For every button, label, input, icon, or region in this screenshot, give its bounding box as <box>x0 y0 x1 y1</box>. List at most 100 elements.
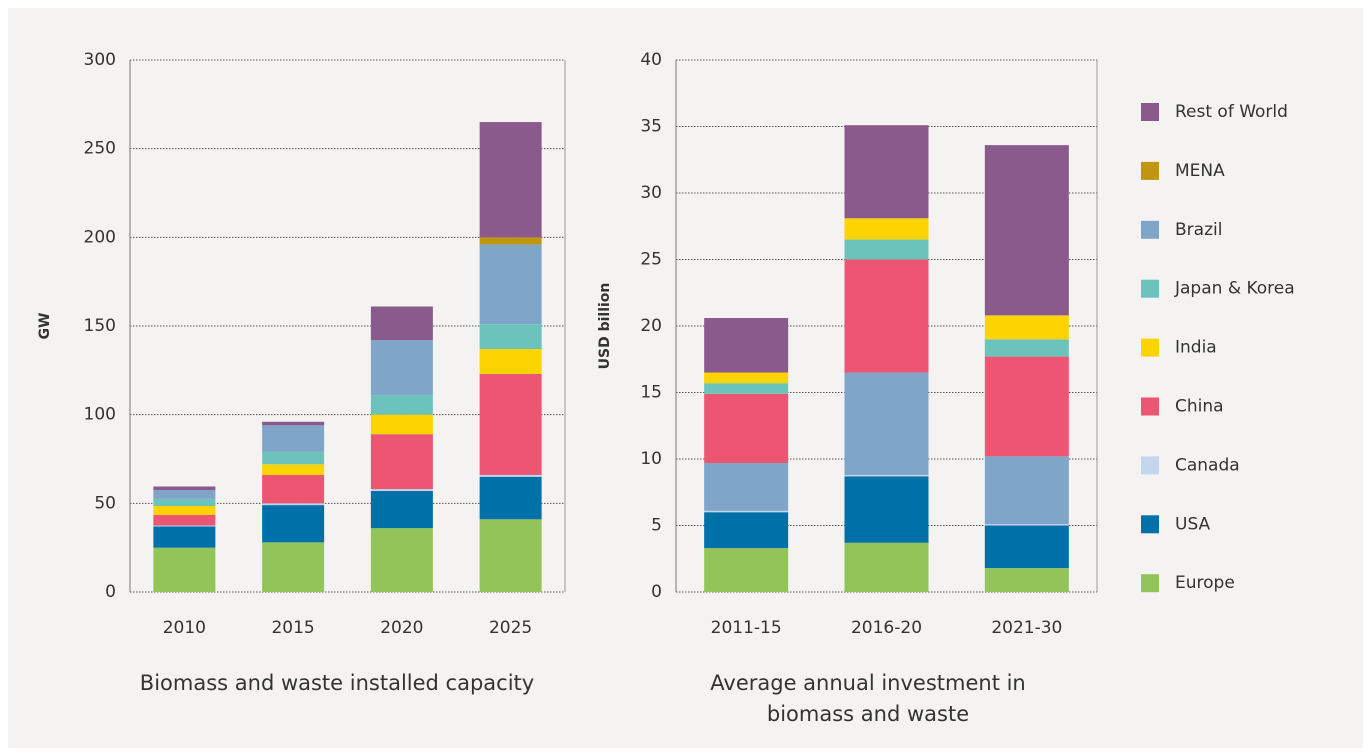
x-tick-label: 2021-30 <box>991 618 1062 638</box>
legend-label: China <box>1175 397 1224 417</box>
legend-label: Japan & Korea <box>1174 279 1295 299</box>
bar-segment <box>479 122 542 238</box>
bar-segment <box>370 490 433 529</box>
bar-segment <box>370 528 433 592</box>
bar-segment <box>262 505 325 543</box>
legend-label: India <box>1175 338 1217 358</box>
bar-segment <box>479 474 542 477</box>
y-tick-label: 10 <box>640 449 662 469</box>
y-tick-label: 30 <box>640 183 662 203</box>
bar-segment <box>984 339 1069 357</box>
bar-segment <box>984 524 1069 526</box>
bar-segment <box>479 244 542 325</box>
bar-segment <box>704 510 789 513</box>
bar-segment <box>984 356 1069 457</box>
legend-label: Canada <box>1175 455 1240 475</box>
y-tick-label: 200 <box>84 227 116 247</box>
legend-label: MENA <box>1175 161 1225 181</box>
bar-segment <box>370 489 433 491</box>
bar-segment <box>153 514 216 526</box>
bar-segment <box>262 425 325 452</box>
bar-segment <box>153 490 216 499</box>
bar-segment <box>704 393 789 463</box>
bar-segment <box>704 383 789 394</box>
y-tick-label: 50 <box>94 493 116 513</box>
chart-title: Biomass and waste installed capacity <box>139 671 535 695</box>
bar-segment <box>844 218 929 240</box>
legend-label: USA <box>1175 514 1211 534</box>
x-tick-label: 2025 <box>489 618 532 638</box>
x-tick-label: 2020 <box>380 618 423 638</box>
y-tick-label: 0 <box>651 582 662 602</box>
legend-swatch <box>1141 338 1159 357</box>
bar-segment <box>844 474 929 477</box>
legend-swatch <box>1141 515 1159 534</box>
bar-segment <box>153 486 216 491</box>
legend-label: Europe <box>1175 573 1235 593</box>
legend-swatch <box>1141 456 1159 475</box>
bar-segment <box>704 372 789 384</box>
bar-segment <box>262 542 325 592</box>
y-tick-label: 250 <box>84 139 116 159</box>
x-tick-label: 2010 <box>163 618 206 638</box>
bar-segment <box>844 239 929 260</box>
bar-segment <box>844 476 929 543</box>
bar-segment <box>479 373 542 475</box>
bar-segment <box>153 505 216 515</box>
legend-swatch <box>1141 574 1159 593</box>
bar-segment <box>370 434 433 490</box>
legend-swatch <box>1141 397 1159 416</box>
bar-segment <box>479 349 542 374</box>
y-axis-label: GW <box>37 313 53 340</box>
x-tick-label: 2011-15 <box>711 618 782 638</box>
bar-segment <box>370 340 433 396</box>
y-tick-label: 5 <box>651 516 662 536</box>
bar-segment <box>370 414 433 435</box>
bar-segment <box>153 498 216 506</box>
bar-segment <box>262 464 325 475</box>
x-tick-label: 2015 <box>271 618 314 638</box>
bar-segment <box>704 548 789 592</box>
bar-segment <box>479 324 542 350</box>
bar-segment <box>844 259 929 373</box>
y-tick-label: 0 <box>105 582 116 602</box>
bar-segment <box>479 237 542 245</box>
bar-segment <box>844 125 929 219</box>
legend-swatch <box>1141 103 1159 121</box>
y-tick-label: 300 <box>84 50 116 70</box>
bar-segment <box>844 542 929 592</box>
legend-label: Rest of World <box>1175 102 1288 122</box>
y-tick-label: 35 <box>640 117 662 137</box>
y-tick-label: 40 <box>640 50 662 70</box>
bar-segment <box>262 451 325 465</box>
background <box>8 8 1363 748</box>
legend-swatch <box>1141 220 1159 239</box>
y-tick-label: 100 <box>84 405 116 425</box>
legend-swatch <box>1141 161 1159 180</box>
bar-segment <box>984 568 1069 592</box>
legend-swatch <box>1141 279 1159 298</box>
y-axis-label: USD billion <box>597 283 613 370</box>
bar-segment <box>153 526 216 548</box>
chart-title: Average annual investment in biomass and… <box>710 671 1026 726</box>
bar-segment <box>479 519 542 592</box>
bar-segment <box>704 318 789 373</box>
y-tick-label: 150 <box>84 316 116 336</box>
bar-segment <box>262 421 325 426</box>
y-tick-label: 25 <box>640 250 662 270</box>
bar-segment <box>984 145 1069 316</box>
bar-segment <box>262 503 325 506</box>
bar-segment <box>479 476 542 520</box>
bar-segment <box>370 395 433 415</box>
bar-segment <box>984 315 1069 340</box>
legend-label: Brazil <box>1175 220 1222 240</box>
y-tick-label: 15 <box>640 383 662 403</box>
bar-segment <box>984 456 1069 525</box>
x-tick-label: 2016-20 <box>851 618 922 638</box>
bar-segment <box>262 474 325 504</box>
bar-segment <box>984 525 1069 569</box>
bar-segment <box>153 525 216 527</box>
bar-segment <box>153 547 216 592</box>
